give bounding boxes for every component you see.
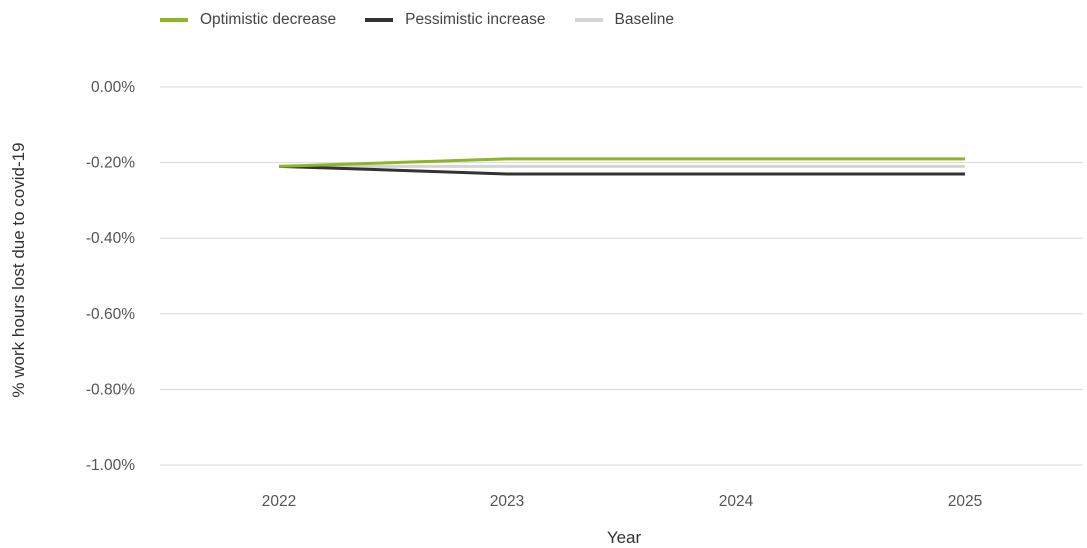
legend-label-baseline: Baseline: [614, 11, 674, 28]
legend-item-pessimistic: Pessimistic increase: [365, 11, 546, 29]
legend-swatch-optimistic: [160, 18, 188, 22]
series-line-optimistic-decrease: [278, 157, 965, 168]
x-tick-label: 2024: [719, 493, 754, 510]
y-tick-label: -0.60%: [86, 306, 135, 323]
y-tick-label: 0.00%: [91, 79, 135, 96]
legend-swatch-pessimistic: [365, 18, 394, 22]
x-tick-label: 2022: [262, 493, 296, 510]
y-tick-label: -0.40%: [86, 230, 135, 247]
legend-label-pessimistic: Pessimistic increase: [405, 11, 546, 28]
x-tick-label: 2023: [490, 493, 524, 510]
y-tick-label: -0.80%: [86, 381, 135, 398]
legend: Optimistic decrease Pessimistic increase…: [160, 11, 703, 29]
legend-item-optimistic: Optimistic decrease: [160, 11, 336, 29]
x-axis-title: Year: [606, 528, 642, 547]
legend-item-baseline: Baseline: [574, 11, 674, 29]
legend-label-optimistic: Optimistic decrease: [200, 11, 337, 28]
x-tick-label: 2025: [948, 493, 982, 510]
series-line-pessimistic-increase: [278, 164, 965, 176]
legend-swatch-baseline: [574, 18, 603, 22]
y-tick-label: -0.20%: [86, 155, 135, 172]
y-tick-label: -1.00%: [86, 457, 135, 474]
